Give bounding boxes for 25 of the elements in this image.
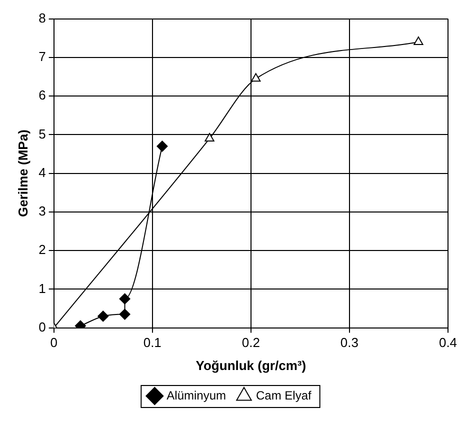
y-tick-label: 4 [38, 164, 46, 180]
point [156, 140, 168, 152]
x-tick-label: 0.3 [340, 335, 358, 350]
y-tick-label: 7 [38, 49, 46, 64]
y-axis-title: Gerilme (MPa) [15, 130, 30, 218]
y-tick-label: 2 [38, 242, 46, 258]
x-axis-title: Yoğunluk (gr/cm³) [196, 358, 306, 373]
point [414, 36, 424, 45]
point [204, 133, 214, 142]
y-tick-label: 6 [38, 88, 46, 103]
y-tick-label: 8 [38, 10, 46, 26]
point [98, 310, 109, 322]
point [251, 73, 261, 82]
legend-label: Alüminyum [166, 388, 226, 402]
y-tick-label: 0 [38, 319, 46, 334]
y-tick-label: 3 [38, 204, 46, 219]
x-tick-label: 0 [50, 335, 58, 350]
point [119, 293, 130, 304]
y-tick-label: 5 [38, 126, 46, 142]
x-tick-label: 0.2 [242, 335, 260, 350]
legend-label: Cam Elyaf [256, 388, 312, 402]
y-tick-label: 1 [38, 280, 46, 296]
point [119, 308, 130, 320]
x-tick-label: 0.4 [438, 335, 458, 350]
x-tick-label: 0.1 [143, 335, 162, 350]
